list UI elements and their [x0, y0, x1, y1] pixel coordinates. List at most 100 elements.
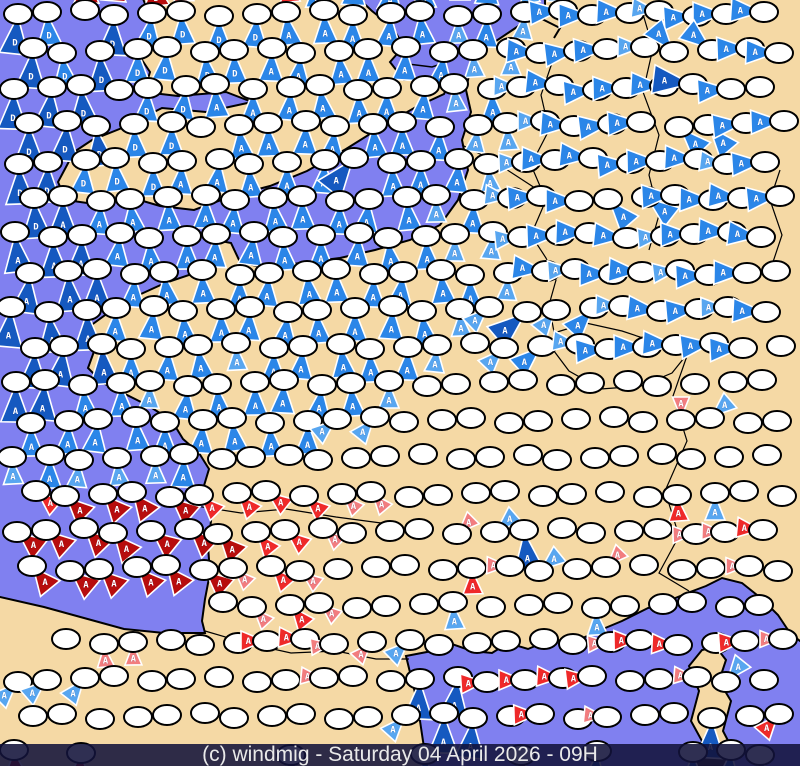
direction-cone	[651, 262, 681, 285]
migration-symbol	[207, 448, 237, 470]
species-code-label: A	[10, 472, 16, 482]
migration-symbol: A	[408, 75, 440, 121]
migration-symbol: A	[275, 76, 306, 122]
migration-symbol	[18, 705, 48, 727]
migration-symbol: A	[438, 591, 468, 631]
species-code-label: A	[500, 235, 506, 245]
species-code-label: A	[724, 638, 730, 648]
species-code-label: A	[693, 140, 699, 150]
bird-ellipse	[666, 409, 696, 431]
migration-symbol: A	[309, 633, 349, 657]
species-code-label: A	[504, 288, 510, 298]
bird-ellipse	[236, 446, 266, 468]
direction-cone	[123, 641, 144, 666]
direction-cone	[461, 567, 485, 596]
migration-symbol: A	[102, 447, 132, 487]
bird-ellipse	[425, 116, 455, 138]
migration-symbol: A	[358, 113, 390, 159]
migration-symbol: A	[293, 410, 323, 456]
species-code-label: A	[83, 580, 89, 590]
species-code-label: D	[46, 32, 52, 42]
direction-cone	[290, 195, 317, 231]
migration-symbol	[479, 371, 509, 393]
bird-ellipse	[32, 669, 62, 691]
bird-ellipse	[610, 595, 640, 617]
migration-symbol: A	[64, 449, 94, 489]
migration-symbol: A	[607, 256, 657, 283]
direction-cone	[144, 455, 168, 485]
species-code-label: A	[454, 179, 460, 189]
species-code-label: A	[96, 539, 102, 549]
direction-cone	[389, 121, 416, 157]
species-code-label: A	[519, 711, 525, 721]
migration-symbol	[595, 481, 625, 503]
migration-symbol: D	[241, 3, 272, 49]
migration-symbol	[766, 335, 796, 357]
direction-cone	[150, 46, 178, 82]
bird-ellipse	[633, 486, 663, 508]
species-code-label: D	[62, 146, 68, 156]
bird-ellipse	[480, 521, 510, 543]
migration-symbol: A	[302, 299, 333, 345]
migration-symbol: A	[725, 555, 764, 577]
bird-ellipse	[766, 335, 796, 357]
direction-cone	[408, 85, 436, 121]
bird-ellipse	[359, 263, 389, 285]
species-code-label: A	[425, 256, 431, 266]
direction-cone	[103, 232, 130, 268]
direction-cone	[629, 71, 665, 98]
bird-ellipse	[512, 301, 542, 323]
bird-ellipse	[354, 188, 384, 210]
species-code-label: A	[615, 119, 621, 129]
migration-symbol: A	[387, 111, 417, 157]
bird-ellipse	[461, 482, 491, 504]
species-code-label: A	[567, 152, 573, 162]
species-code-label: A	[619, 636, 625, 646]
migration-symbol	[70, 0, 100, 21]
bird-ellipse	[172, 225, 202, 247]
bird-ellipse	[200, 73, 230, 95]
migration-symbol: A	[461, 296, 504, 335]
migration-symbol: A	[309, 0, 339, 45]
species-code-label: A	[638, 81, 644, 91]
bird-ellipse	[729, 480, 759, 502]
species-code-label: A	[649, 192, 655, 202]
direction-cone	[626, 294, 662, 321]
direction-cone	[306, 309, 333, 345]
direction-cone	[564, 668, 593, 691]
direction-cone	[80, 418, 107, 455]
species-code-label: A	[281, 576, 287, 586]
bird-ellipse	[135, 370, 165, 392]
bird-ellipse	[54, 410, 84, 432]
species-code-label: A	[183, 406, 189, 416]
bird-ellipse	[55, 560, 85, 582]
bird-ellipse	[463, 114, 493, 136]
migration-symbol	[490, 480, 520, 502]
migration-symbol	[762, 410, 792, 432]
migration-symbol: A	[258, 187, 290, 233]
bird-ellipse	[2, 521, 32, 543]
species-code-label: A	[456, 31, 462, 41]
migration-symbol: A	[749, 109, 799, 136]
migration-symbol: A	[442, 148, 474, 194]
migration-symbol	[208, 591, 238, 613]
direction-cone	[625, 148, 661, 175]
species-code-label: A	[214, 104, 220, 114]
bird-ellipse	[676, 448, 706, 470]
direction-cone	[108, 457, 132, 487]
migration-symbol: A	[731, 297, 781, 324]
species-code-label: A	[230, 545, 236, 555]
species-code-label: A	[351, 0, 357, 2]
species-code-label: A	[310, 577, 316, 587]
migration-symbol: A	[427, 702, 459, 755]
migration-symbol	[714, 446, 744, 468]
migration-symbol: A	[348, 406, 390, 446]
migration-symbol: A	[425, 116, 455, 162]
direction-cone	[377, 380, 401, 409]
species-code-label: D	[81, 180, 87, 190]
direction-cone	[554, 218, 590, 245]
bird-ellipse	[139, 295, 169, 317]
migration-symbol	[123, 706, 153, 728]
species-code-label: A	[470, 220, 476, 230]
species-code-label: D	[99, 76, 105, 86]
